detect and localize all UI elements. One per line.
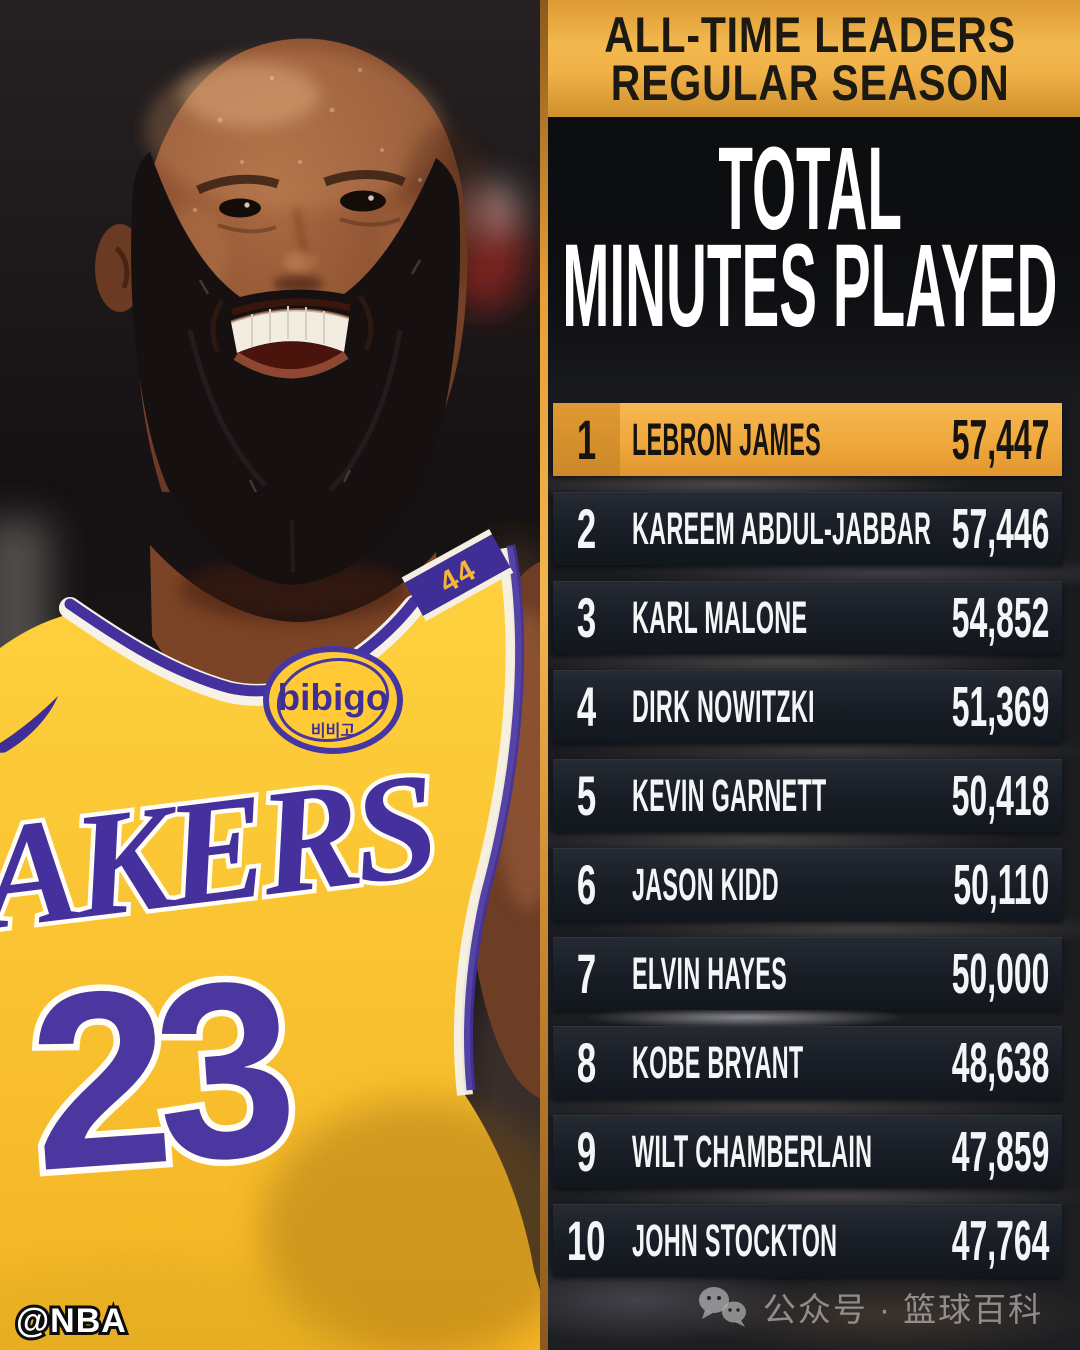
player-name: KAREEM ABDUL-JABBAR [632,502,932,554]
table-row: 1 LEBRON JAMES 57,447 [553,403,1062,476]
swoosh-icon [0,696,58,753]
title-line2: MINUTES PLAYED [562,220,1058,352]
photo-credit: @NBA [16,1302,127,1340]
collar-trim-purple [64,596,420,697]
player-name: KARL MALONE [632,591,808,643]
player-photo-illustration: 44 bibigo 비비고 AKERS 23 [0,0,540,1350]
lakers-jersey: 44 bibigo 비비고 AKERS 23 [0,529,540,1350]
sponsor-korean: 비비고 [311,722,355,740]
player-name: ELVIN HAYES [632,947,788,999]
teeth [231,309,349,353]
rank-cell: 1 [553,403,620,476]
player-name: JASON KIDD [632,858,779,910]
minutes-value: 54,852 [951,585,1049,650]
eye-left [219,198,261,218]
wechat-icon [698,1287,746,1327]
player-name: WILT CHAMBERLAIN [632,1125,873,1177]
rank-cell: 10 [567,1209,606,1272]
leaderboard-rows: 1 LEBRON JAMES 57,447 2 KAREEM ABDUL-JAB… [553,403,1062,1293]
rank-cell: 5 [576,764,597,827]
sponsor-wordmark: bibigo [278,677,389,718]
rank-cell: 7 [576,942,597,1005]
collar-44-band: 44 [401,529,514,622]
eyebrow-right [323,170,406,187]
player-photo: 44 bibigo 비비고 AKERS 23 [0,0,540,1350]
rank-cell: 2 [576,497,597,560]
rank-cell: 8 [576,1031,597,1094]
banner-line2: REGULAR SEASON [610,54,1010,111]
rank-cell: 9 [576,1120,597,1183]
leaderboard-panel: ALL-TIME LEADERS REGULAR SEASON TOTAL MI… [540,0,1080,1350]
minutes-value: 47,859 [951,1119,1049,1184]
minutes-value: 57,446 [951,496,1049,561]
minutes-value: 50,418 [951,763,1049,828]
player-name: DIRK NOWITZKI [632,680,815,732]
minutes-value: 48,638 [951,1030,1049,1095]
header-banner: ALL-TIME LEADERS REGULAR SEASON [540,0,1080,117]
player-name: LEBRON JAMES [632,413,822,465]
table-row: 4 DIRK NOWITZKI 51,369 [553,670,1062,743]
wechat-label: 公众号 · 篮球百科 [762,1291,1044,1328]
sweat-glints [193,68,422,212]
minutes-value: 57,447 [951,407,1049,472]
title-line1: TOTAL [718,123,902,255]
sponsor-patch: bibigo 비비고 [263,646,403,754]
player-smile [210,294,374,379]
wechat-watermark: 公众号 · 篮球百科 [600,1283,1080,1331]
gold-divider [540,0,548,1350]
banner-line1: ALL-TIME LEADERS [604,6,1016,63]
eyebrow-left [196,174,280,195]
table-row: 7 ELVIN HAYES 50,000 [553,937,1062,1010]
rank-cell: 3 [576,586,597,649]
minutes-value: 47,764 [951,1208,1049,1273]
minutes-value: 50,110 [953,852,1049,917]
table-row: 10 JOHN STOCKTON 47,764 [553,1204,1062,1277]
player-name: KEVIN GARNETT [632,769,827,821]
lower-lip [233,351,349,379]
page-title: TOTAL MINUTES PLAYED [540,117,1080,403]
table-row: 3 KARL MALONE 54,852 [553,581,1062,654]
eye-right [340,190,386,212]
player-name: JOHN STOCKTON [632,1214,838,1266]
table-row: 9 WILT CHAMBERLAIN 47,859 [553,1115,1062,1188]
table-row: 5 KEVIN GARNETT 50,418 [553,759,1062,832]
minutes-value: 51,369 [951,674,1049,739]
rank-cell: 4 [576,675,597,738]
jersey-number: 23 [22,927,296,1223]
minutes-value: 50,000 [951,941,1049,1006]
table-row: 6 JASON KIDD 50,110 [553,848,1062,921]
table-row: 8 KOBE BRYANT 48,638 [553,1026,1062,1099]
table-row: 2 KAREEM ABDUL-JABBAR 57,446 [553,492,1062,565]
rank-cell: 6 [576,853,597,916]
player-name: KOBE BRYANT [632,1036,804,1088]
